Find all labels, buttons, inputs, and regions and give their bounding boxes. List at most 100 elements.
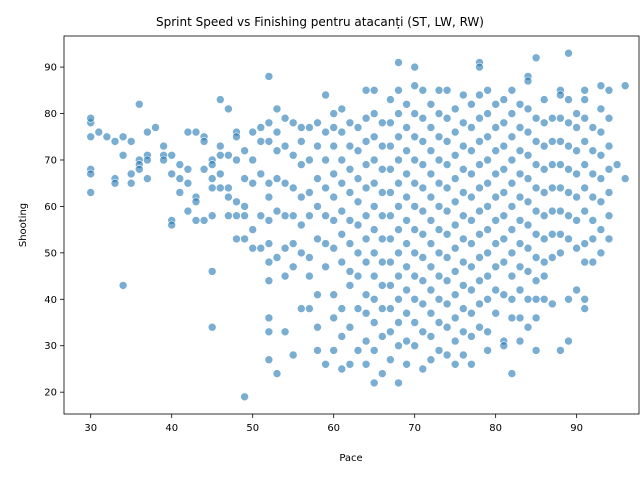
data-point (426, 169, 436, 179)
data-point (450, 243, 460, 253)
data-point (321, 127, 330, 137)
data-point (491, 100, 501, 109)
data-point (418, 230, 428, 239)
data-point (580, 95, 590, 104)
data-point (507, 86, 517, 95)
data-point (386, 95, 395, 104)
data-point (499, 211, 509, 220)
data-point (507, 202, 517, 211)
data-point (426, 285, 436, 295)
data-point (256, 243, 266, 253)
data-point (329, 109, 339, 118)
data-point (321, 211, 330, 220)
data-point (191, 197, 201, 207)
data-point (588, 216, 598, 225)
data-point (264, 192, 274, 202)
data-point (386, 234, 395, 244)
data-point (442, 253, 452, 262)
data-point (280, 178, 290, 188)
data-point (288, 183, 298, 193)
data-point (458, 234, 468, 244)
data-point (515, 192, 525, 202)
data-point (280, 243, 290, 253)
x-tick-label: 80 (489, 423, 502, 434)
data-point (556, 183, 565, 193)
data-point (483, 294, 492, 304)
data-point (539, 271, 549, 281)
data-point (531, 113, 541, 123)
data-point (572, 216, 581, 225)
data-point (264, 118, 274, 128)
data-point (499, 341, 509, 351)
data-point (564, 336, 573, 346)
data-point (288, 350, 298, 360)
data-point (612, 160, 622, 169)
data-point (288, 118, 298, 128)
data-point (394, 378, 403, 388)
data-point (402, 146, 411, 155)
data-point (224, 151, 233, 160)
data-point (467, 359, 476, 369)
data-point (280, 271, 290, 281)
data-point (426, 123, 436, 132)
data-point (402, 239, 411, 248)
data-point (418, 276, 428, 286)
data-point (499, 234, 509, 244)
data-point (507, 109, 517, 118)
data-point (507, 294, 517, 304)
data-point (345, 118, 355, 128)
data-point (507, 155, 517, 165)
data-point (394, 202, 403, 211)
data-point (531, 230, 541, 239)
data-point (475, 90, 484, 100)
data-point (434, 155, 444, 165)
data-point (296, 123, 306, 132)
data-point (353, 304, 363, 313)
data-point (572, 109, 581, 118)
data-point (458, 90, 468, 100)
data-point (86, 169, 95, 179)
data-point (264, 257, 274, 267)
data-point (216, 151, 225, 160)
data-point (483, 202, 492, 211)
data-point (564, 48, 573, 58)
data-point (475, 206, 484, 216)
data-point (329, 243, 339, 253)
data-point (313, 118, 322, 128)
data-point (442, 86, 452, 95)
data-point (515, 123, 525, 132)
data-point (426, 308, 436, 318)
data-point (450, 290, 460, 300)
data-point (434, 248, 444, 258)
data-point (442, 276, 452, 286)
y-axis: 20 30 40 50 60 70 80 90 (44, 63, 64, 399)
data-point (386, 141, 395, 151)
data-point (248, 178, 257, 188)
data-point (386, 165, 395, 174)
data-point (483, 346, 492, 355)
data-point (288, 211, 298, 220)
data-point (353, 271, 363, 281)
data-point (539, 165, 549, 174)
data-point (377, 188, 387, 197)
data-point (329, 346, 339, 355)
data-point (175, 160, 185, 169)
data-point (499, 257, 509, 267)
data-point (361, 113, 371, 123)
data-point (458, 165, 468, 174)
data-point (434, 346, 444, 355)
data-point (402, 359, 411, 369)
data-point (491, 216, 501, 225)
data-point (329, 192, 339, 202)
data-point (337, 104, 347, 114)
data-point (531, 276, 541, 286)
data-point (240, 174, 249, 183)
data-point (450, 267, 460, 276)
data-point (216, 141, 225, 151)
data-point (442, 183, 452, 193)
data-point (426, 146, 436, 155)
data-point (394, 86, 403, 95)
data-point (491, 239, 501, 248)
data-point (353, 248, 363, 258)
data-point (442, 160, 452, 169)
